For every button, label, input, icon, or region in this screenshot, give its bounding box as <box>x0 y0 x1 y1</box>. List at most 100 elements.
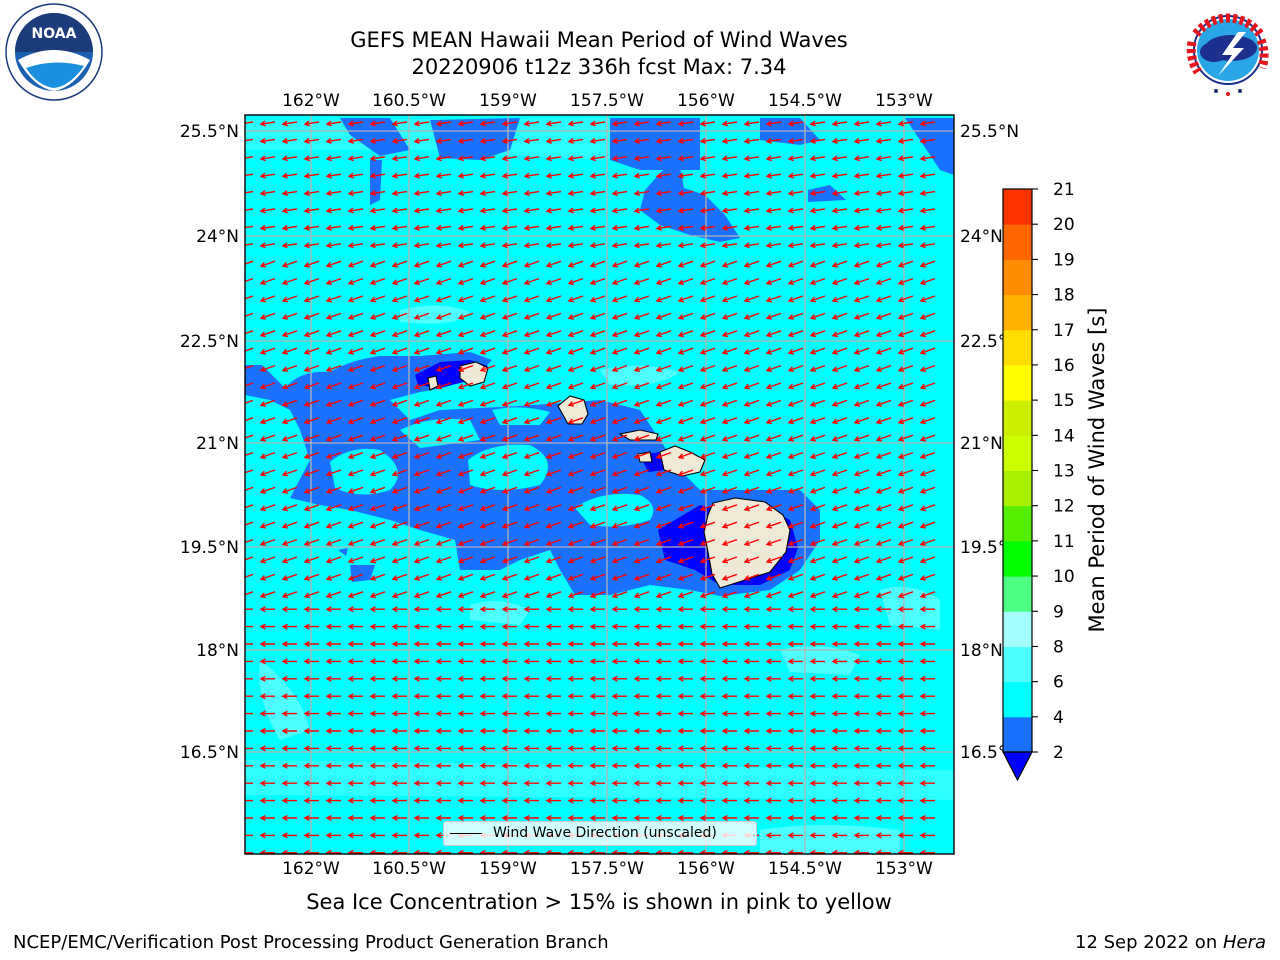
wind-wave-arrow <box>479 207 496 214</box>
wind-wave-arrow <box>523 486 540 494</box>
wind-wave-arrow <box>523 347 540 355</box>
wind-wave-arrow <box>435 190 452 197</box>
wind-wave-arrow <box>523 693 539 700</box>
wind-wave-arrow <box>655 849 671 854</box>
wind-wave-arrow <box>567 172 584 179</box>
wind-wave-arrow <box>721 762 737 769</box>
lon-tick-label: 157.5°W <box>570 91 644 111</box>
wind-wave-arrow <box>501 727 517 735</box>
wind-wave-arrow <box>303 260 320 268</box>
wind-wave-arrow <box>721 727 737 735</box>
colorbar-tick-label: 8 <box>1053 637 1064 657</box>
wind-wave-arrow <box>479 849 495 854</box>
wind-wave-arrow <box>347 832 363 839</box>
wind-wave-arrow <box>259 242 276 249</box>
wind-wave-arrow <box>259 693 275 700</box>
wind-wave-arrow <box>369 486 386 494</box>
wind-wave-arrow <box>259 364 276 373</box>
wind-wave-arrow <box>787 190 804 197</box>
wind-wave-arrow <box>677 591 694 599</box>
wind-wave-arrow <box>523 623 539 630</box>
wind-wave-arrow <box>897 573 914 581</box>
wind-wave-arrow <box>699 190 716 197</box>
wind-wave-arrow <box>369 832 385 839</box>
wind-wave-arrow <box>699 364 716 373</box>
wind-wave-arrow <box>787 832 803 839</box>
wind-wave-arrow <box>347 849 363 854</box>
wind-wave-arrow <box>875 155 892 162</box>
wind-wave-arrow <box>699 382 716 390</box>
wind-wave-arrow <box>831 591 848 599</box>
wind-wave-arrow <box>633 312 650 320</box>
wind-wave-arrow <box>479 556 496 564</box>
wind-wave-arrow <box>567 382 584 390</box>
wind-wave-arrow <box>765 658 781 665</box>
wind-wave-arrow <box>787 591 804 599</box>
wind-wave-arrow <box>721 242 738 249</box>
wind-wave-arrow <box>677 693 693 700</box>
wind-wave-arrow <box>281 451 298 460</box>
wind-wave-arrow <box>325 364 342 373</box>
wind-wave-arrow <box>897 762 913 769</box>
wind-wave-arrow <box>413 469 430 477</box>
wind-wave-arrow <box>677 521 694 529</box>
wind-wave-arrow <box>259 399 276 407</box>
wind-wave-arrow <box>523 606 539 613</box>
wind-wave-arrow <box>457 364 474 373</box>
wind-wave-arrow <box>391 120 408 127</box>
wind-wave-arrow <box>721 504 738 512</box>
wind-wave-arrow <box>787 849 803 854</box>
wind-wave-arrow <box>567 190 584 197</box>
wind-wave-arrow <box>875 591 892 599</box>
wind-wave-arrow <box>347 556 364 564</box>
wind-wave-arrow <box>391 814 407 822</box>
wind-wave-arrow <box>721 155 738 162</box>
wind-wave-arrow <box>611 762 627 769</box>
wind-wave-arrow <box>245 173 254 177</box>
wind-wave-arrow <box>919 382 936 390</box>
wind-wave-arrow <box>589 521 606 529</box>
wind-wave-arrow <box>611 710 627 717</box>
wind-wave-arrow <box>611 521 628 529</box>
wind-wave-arrow <box>765 556 782 564</box>
wind-wave-arrow <box>743 710 759 717</box>
wind-wave-arrow <box>831 710 847 717</box>
wind-wave-arrow <box>831 434 848 442</box>
lon-tick-label: 153°W <box>875 91 933 111</box>
wind-wave-arrow <box>523 364 540 373</box>
wind-wave-arrow <box>611 797 627 804</box>
wind-wave-arrow <box>391 780 407 787</box>
wind-wave-arrow <box>787 606 803 613</box>
wind-wave-arrow <box>589 242 606 249</box>
wind-wave-arrow <box>567 224 584 231</box>
wind-wave-arrow <box>677 382 694 390</box>
wind-wave-arrow <box>545 710 561 717</box>
wind-wave-arrow <box>677 675 693 682</box>
colorbar-segment <box>1003 189 1032 225</box>
wind-wave-arrow <box>545 504 562 512</box>
wind-wave-arrow <box>655 137 672 144</box>
wind-wave-arrow <box>787 260 804 268</box>
wind-wave-arrow <box>281 207 298 214</box>
wind-wave-arrow <box>699 849 715 854</box>
wind-wave-arrow <box>677 172 694 179</box>
wind-wave-arrow <box>655 312 672 320</box>
wind-wave-arrow <box>245 538 254 544</box>
wind-wave-arrow <box>325 538 342 547</box>
wind-wave-arrow <box>699 469 716 477</box>
wind-wave-arrow <box>699 658 715 665</box>
wind-wave-arrow <box>589 295 606 303</box>
wind-wave-arrow <box>303 658 319 665</box>
wind-wave-arrow <box>347 382 364 390</box>
wind-wave-arrow <box>831 521 848 529</box>
wind-wave-arrow <box>545 207 562 214</box>
wind-wave-arrow <box>545 137 562 144</box>
wind-wave-arrow <box>897 504 914 512</box>
wind-wave-arrow <box>303 224 320 231</box>
wind-wave-arrow <box>281 780 297 787</box>
wind-wave-arrow <box>743 573 760 581</box>
wind-wave-arrow <box>523 451 540 460</box>
wind-wave-arrow <box>369 745 385 752</box>
wind-wave-arrow <box>633 797 649 804</box>
wind-wave-arrow <box>391 693 407 700</box>
